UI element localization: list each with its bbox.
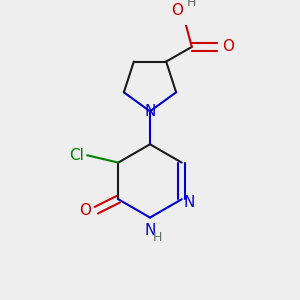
Text: H: H: [187, 0, 196, 10]
Text: O: O: [171, 3, 183, 18]
Text: H: H: [153, 231, 162, 244]
Text: O: O: [222, 39, 234, 54]
Text: N: N: [183, 195, 195, 210]
Text: O: O: [79, 203, 91, 218]
Text: N: N: [144, 104, 156, 119]
Text: Cl: Cl: [69, 148, 84, 163]
Text: N: N: [144, 223, 156, 238]
